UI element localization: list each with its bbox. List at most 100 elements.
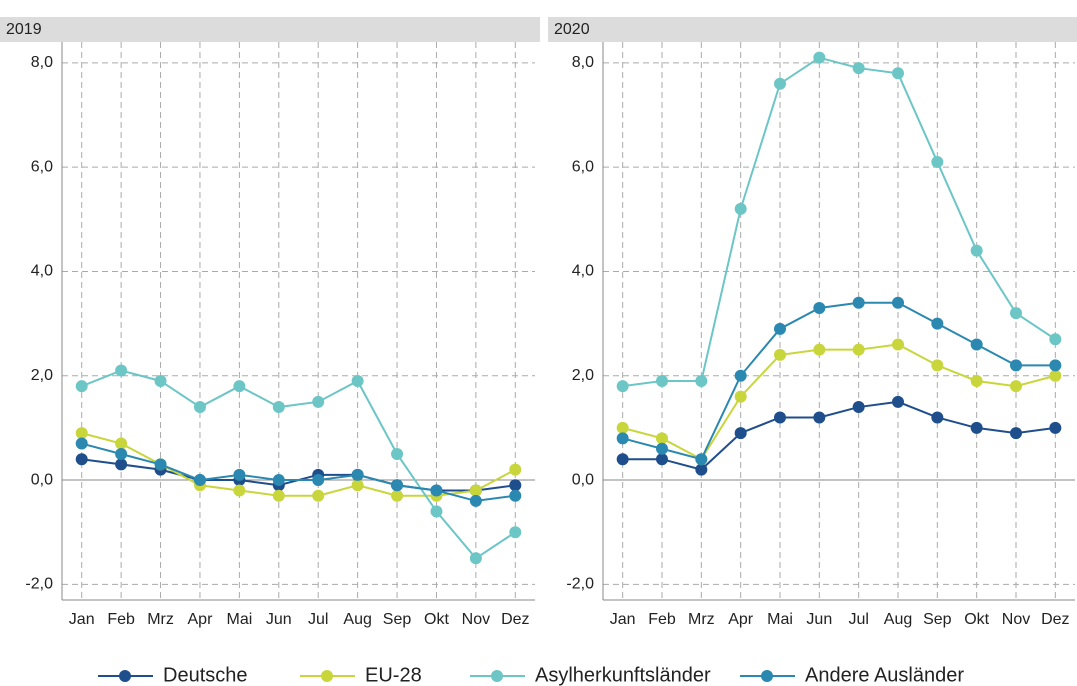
data-point bbox=[469, 552, 482, 565]
legend-label: EU-28 bbox=[365, 664, 422, 686]
data-point bbox=[391, 479, 404, 492]
y-tick-label: -2,0 bbox=[25, 576, 53, 593]
series-line bbox=[622, 301, 1056, 461]
data-point bbox=[931, 317, 944, 330]
data-point bbox=[931, 411, 944, 424]
y-tick-label: 0,0 bbox=[572, 471, 594, 488]
x-tick-label: Nov bbox=[462, 611, 490, 628]
data-point bbox=[774, 322, 786, 335]
data-point bbox=[351, 479, 364, 492]
x-tick-label: Mrz bbox=[147, 611, 174, 628]
data-point bbox=[75, 453, 88, 466]
data-point bbox=[695, 453, 708, 466]
x-tick-label: Feb bbox=[107, 611, 135, 628]
panel-title: 2020 bbox=[554, 21, 590, 38]
data-point bbox=[193, 474, 206, 487]
legend-marker bbox=[761, 670, 773, 682]
data-point bbox=[193, 401, 206, 414]
data-point bbox=[774, 348, 786, 361]
series-line bbox=[81, 369, 516, 560]
panel-header bbox=[548, 17, 1077, 42]
x-tick-label: Sep bbox=[923, 611, 952, 628]
data-point bbox=[616, 453, 629, 466]
data-point bbox=[391, 447, 404, 460]
data-point bbox=[734, 369, 747, 382]
y-tick-label: 6,0 bbox=[572, 158, 594, 175]
legend-marker bbox=[119, 670, 131, 682]
x-tick-label: Jan bbox=[610, 611, 636, 628]
data-point bbox=[970, 421, 983, 434]
data-point bbox=[469, 484, 482, 497]
x-tick-label: Jul bbox=[848, 611, 868, 628]
data-point bbox=[695, 463, 708, 476]
x-tick-label: Jul bbox=[308, 611, 328, 628]
data-point bbox=[852, 296, 865, 309]
series-line bbox=[81, 458, 516, 492]
series-line bbox=[622, 56, 1056, 388]
x-tick-label: Mai bbox=[226, 611, 252, 628]
data-point bbox=[75, 427, 88, 440]
data-point bbox=[312, 395, 325, 408]
data-point bbox=[931, 155, 944, 168]
legend-label: Andere Ausländer bbox=[805, 664, 964, 686]
data-point bbox=[469, 494, 482, 507]
data-point bbox=[931, 359, 944, 372]
data-point bbox=[509, 526, 522, 539]
y-tick-label: 4,0 bbox=[572, 263, 594, 280]
data-point bbox=[75, 380, 88, 393]
legend-label: Asylherkunftsländer bbox=[535, 664, 711, 686]
data-point bbox=[813, 343, 826, 356]
data-point bbox=[852, 401, 865, 414]
series-line bbox=[622, 400, 1056, 471]
data-point bbox=[430, 505, 443, 518]
y-tick-label: 8,0 bbox=[572, 54, 594, 71]
data-point bbox=[115, 437, 128, 450]
data-point bbox=[656, 432, 668, 445]
x-tick-label: Apr bbox=[188, 611, 214, 628]
data-point bbox=[1010, 427, 1022, 440]
data-point bbox=[351, 374, 364, 387]
x-tick-label: Feb bbox=[648, 611, 676, 628]
data-point bbox=[233, 468, 246, 481]
data-point bbox=[115, 364, 128, 377]
y-tick-label: 0,0 bbox=[31, 471, 53, 488]
x-tick-label: Mrz bbox=[688, 611, 715, 628]
data-point bbox=[616, 380, 629, 393]
x-tick-label: Aug bbox=[343, 611, 371, 628]
data-point bbox=[233, 484, 246, 497]
x-tick-label: Aug bbox=[884, 611, 912, 628]
data-point bbox=[233, 380, 246, 393]
data-point bbox=[695, 374, 708, 387]
x-tick-label: Okt bbox=[424, 611, 449, 628]
data-point bbox=[734, 202, 747, 215]
data-point bbox=[351, 468, 364, 481]
y-tick-label: 8,0 bbox=[31, 54, 53, 71]
data-point bbox=[734, 390, 747, 403]
data-point bbox=[774, 411, 786, 424]
data-point bbox=[509, 479, 522, 492]
data-point bbox=[75, 437, 88, 450]
series-line bbox=[622, 343, 1056, 461]
data-point bbox=[774, 77, 786, 90]
data-point bbox=[970, 374, 983, 387]
x-tick-label: Jun bbox=[806, 611, 832, 628]
data-point bbox=[734, 427, 747, 440]
data-point bbox=[1010, 380, 1022, 393]
data-point bbox=[892, 338, 904, 351]
x-tick-label: Apr bbox=[728, 611, 754, 628]
data-point bbox=[892, 296, 904, 309]
data-point bbox=[813, 51, 826, 64]
data-point bbox=[115, 458, 128, 471]
panel-header bbox=[0, 17, 540, 42]
x-tick-label: Dez bbox=[501, 611, 529, 628]
data-point bbox=[312, 489, 325, 502]
data-point bbox=[970, 338, 983, 351]
data-point bbox=[272, 489, 285, 502]
x-tick-label: Jun bbox=[266, 611, 292, 628]
data-point bbox=[154, 374, 167, 387]
panel-title: 2019 bbox=[6, 21, 42, 38]
data-point bbox=[616, 432, 629, 445]
data-point bbox=[154, 458, 167, 471]
data-point bbox=[1010, 307, 1022, 320]
